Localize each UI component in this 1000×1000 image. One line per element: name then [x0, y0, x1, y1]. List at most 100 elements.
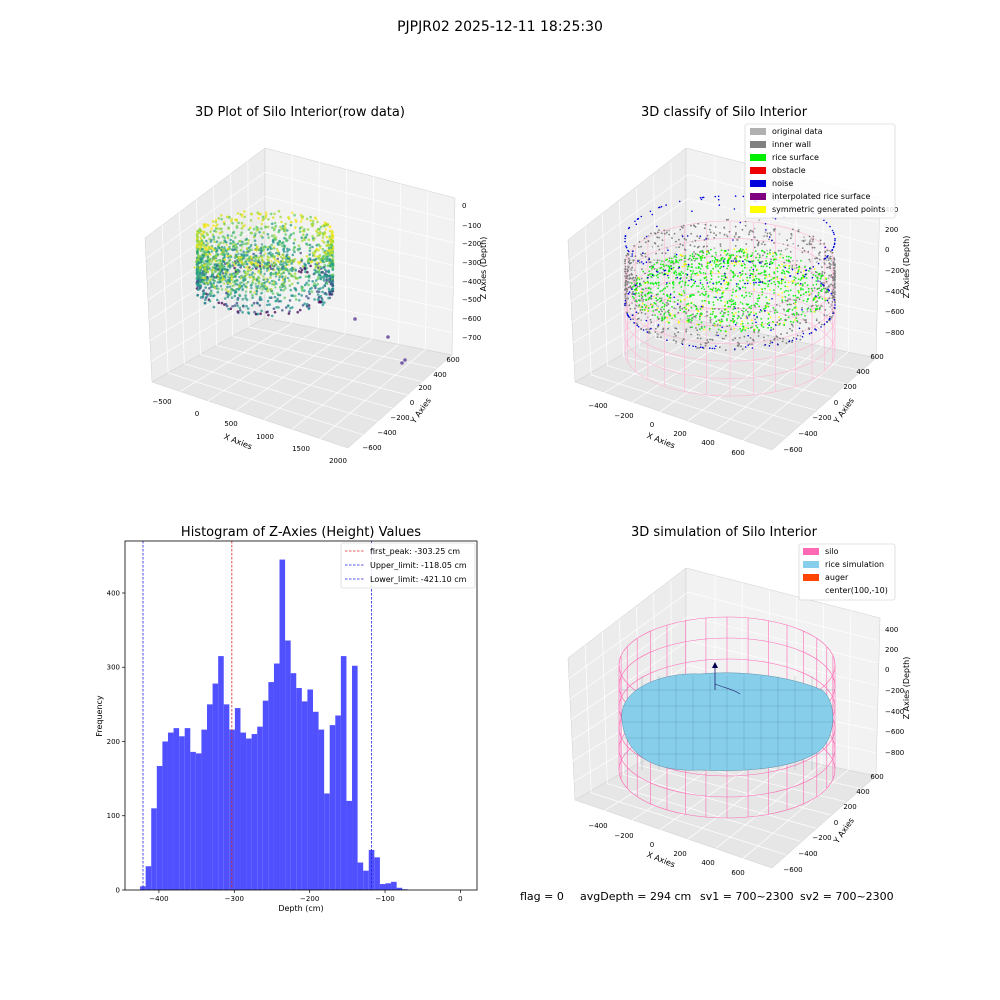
wall-point [832, 276, 834, 279]
raw-point [318, 254, 321, 258]
wall-point [629, 262, 632, 265]
rice-point [753, 284, 756, 286]
wall-point [628, 274, 631, 276]
wall-point [703, 239, 706, 241]
noise-point [678, 266, 681, 269]
rice-point [669, 300, 672, 303]
rice-point [691, 326, 693, 328]
rice-point [792, 294, 795, 297]
rice-point [701, 300, 704, 302]
x-tick-classify-4: 200 [673, 430, 686, 438]
wall-point [726, 325, 728, 327]
rice-point [760, 310, 763, 312]
rice-point [684, 263, 687, 265]
raw-outlier-point [403, 358, 407, 362]
wall-point [728, 230, 731, 233]
wall-point [831, 308, 833, 311]
pane-gridline [847, 192, 852, 352]
pane-gridline [150, 293, 266, 362]
rice-point [657, 298, 659, 301]
rice-point [795, 307, 798, 310]
noise-point [709, 347, 711, 350]
raw-point [240, 248, 243, 251]
raw-point [210, 277, 213, 281]
wall-point [624, 275, 626, 277]
rice-point [788, 294, 790, 296]
wall-point [693, 255, 696, 257]
pane-gridline [568, 592, 689, 679]
wall-point [667, 311, 670, 314]
noise-point [627, 314, 629, 317]
rice-point [751, 260, 753, 263]
raw-point [249, 268, 253, 272]
wall-point [713, 236, 716, 239]
rice-point [729, 256, 732, 258]
noise-point [739, 287, 741, 290]
raw-point [205, 248, 209, 251]
wall-point [819, 239, 822, 242]
raw-point [291, 253, 295, 257]
raw-point [266, 263, 269, 266]
wall-point [775, 304, 778, 306]
raw-point [319, 246, 322, 249]
wall-point [640, 245, 642, 248]
raw-point [240, 260, 243, 263]
raw-point [306, 243, 309, 246]
wall-point [681, 226, 684, 229]
wall-point [818, 254, 821, 257]
raw-point [265, 267, 269, 270]
wall-point [825, 259, 828, 262]
raw-point [197, 229, 200, 233]
rice-point [684, 255, 687, 257]
raw-point [297, 292, 301, 296]
raw-point [323, 221, 327, 224]
rice-point [739, 280, 741, 282]
rice-point [802, 311, 804, 313]
raw-point [201, 269, 205, 273]
rice-point [716, 298, 719, 301]
rice-point [689, 254, 692, 257]
pane-gridline [687, 295, 876, 335]
wall-point [685, 330, 688, 333]
z-axis-simulation: 400 200 0 −200 −400 −600 −800 Z Axies (D… [885, 626, 911, 757]
rice-point [744, 266, 746, 269]
raw-point [330, 248, 333, 252]
rice-point [786, 268, 789, 271]
wall-point [791, 267, 793, 270]
wall-point [624, 288, 626, 291]
rice-point [780, 318, 782, 320]
rice-point [758, 305, 760, 308]
noise-point [720, 283, 722, 285]
raw-point [220, 245, 224, 249]
raw-point [279, 268, 282, 272]
y-tick-classify-3: −200 [812, 414, 831, 422]
pane-gridline [591, 792, 786, 856]
raw-point [220, 214, 223, 217]
rice-point [793, 307, 796, 309]
raw-point [277, 306, 280, 309]
pane-gridline [671, 328, 861, 371]
wall-point [753, 331, 756, 333]
raw-point [272, 268, 276, 272]
wall-point [692, 313, 694, 316]
noise-point [734, 195, 737, 197]
rice-point [807, 287, 810, 290]
auger-trace [714, 683, 741, 695]
wall-point [644, 255, 647, 258]
rice-point [669, 297, 672, 299]
rice-point [662, 268, 665, 271]
wall-point [660, 297, 663, 300]
raw-point [232, 244, 235, 248]
noise-point [723, 279, 725, 282]
wall-point [778, 249, 780, 252]
x-tick-classify-5: 400 [701, 439, 714, 447]
wall-point [778, 305, 781, 307]
rice-point [783, 324, 786, 326]
noise-point [635, 223, 638, 226]
x-tick-raw-4: 1000 [256, 433, 274, 441]
raw-point [284, 265, 287, 268]
histogram-bar [251, 734, 258, 890]
rice-point [749, 269, 751, 272]
wall-point [821, 266, 823, 268]
rice-point [732, 313, 735, 316]
